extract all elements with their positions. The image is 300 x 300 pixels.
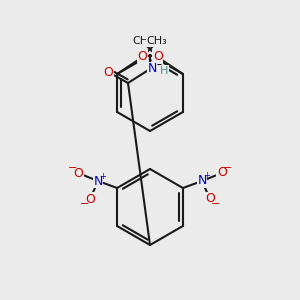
- Text: N: N: [147, 62, 157, 76]
- Text: O: O: [85, 193, 95, 206]
- Text: N: N: [197, 175, 207, 188]
- Text: −: −: [80, 199, 89, 209]
- Text: O: O: [205, 193, 215, 206]
- Text: O: O: [103, 65, 113, 79]
- Text: −: −: [68, 163, 77, 173]
- Text: +: +: [100, 172, 106, 181]
- Text: O: O: [153, 50, 163, 64]
- Text: H: H: [160, 66, 168, 76]
- Text: CH₃: CH₃: [147, 36, 167, 46]
- Text: −: −: [223, 163, 232, 173]
- Text: N: N: [93, 175, 103, 188]
- Text: CH₃: CH₃: [133, 36, 153, 46]
- Text: O: O: [73, 167, 83, 179]
- Text: O: O: [217, 167, 227, 179]
- Text: O: O: [137, 50, 147, 64]
- Text: +: +: [203, 172, 210, 181]
- Text: −: −: [211, 199, 220, 209]
